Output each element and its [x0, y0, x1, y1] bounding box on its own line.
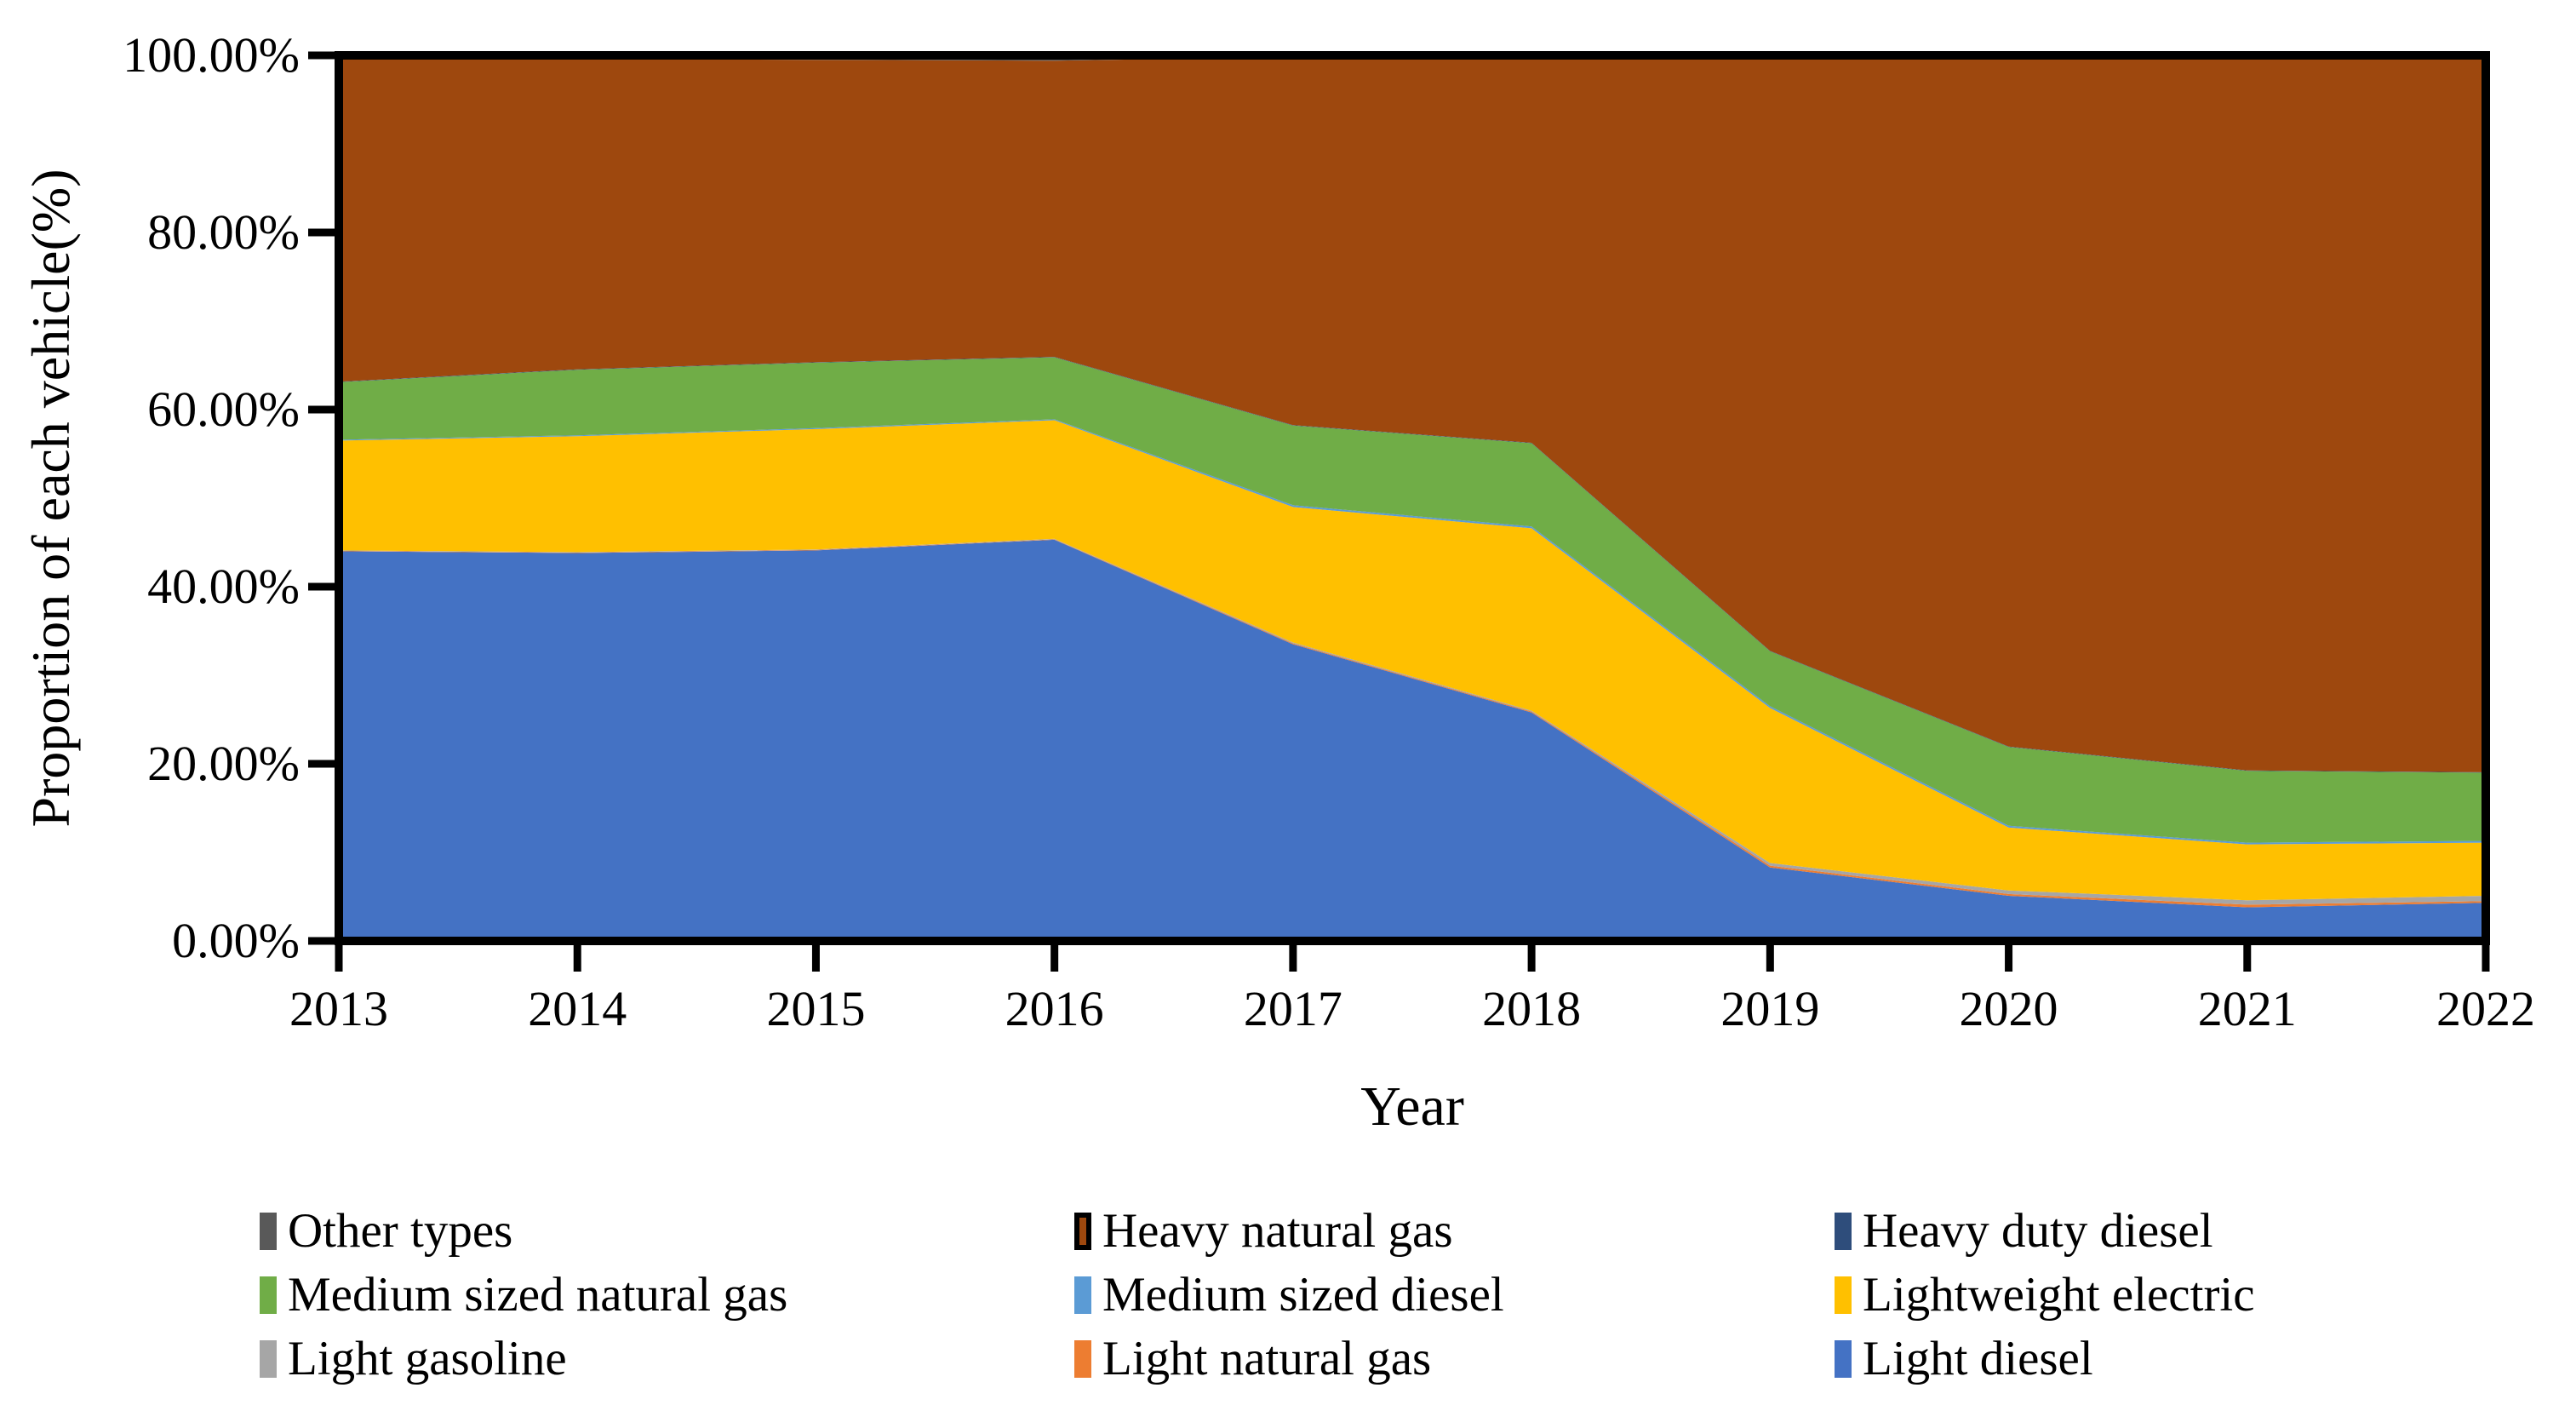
y-axis-title: Proportion of each vehicle(%) — [20, 169, 81, 828]
area-series-lightweight-electric — [339, 420, 2486, 901]
plot-border — [335, 51, 2490, 945]
x-tick-label: 2021 — [2197, 981, 2297, 1036]
legend-item-heavy-duty-diesel: Heavy duty diesel — [1835, 1203, 2447, 1258]
area-series-medium-sized-natural-gas — [339, 357, 2486, 843]
y-tick-label: 60.00% — [147, 381, 300, 437]
legend-label: Lightweight electric — [1863, 1267, 2255, 1322]
legend-label: Light diesel — [1863, 1331, 2093, 1385]
legend-label: Medium sized natural gas — [288, 1267, 788, 1322]
legend-swatch-medium-sized-natural-gas — [260, 1276, 277, 1314]
x-tick-label: 2019 — [1720, 981, 1820, 1036]
legend-item-other-types: Other types — [260, 1203, 1074, 1258]
y-tick-label: 40.00% — [147, 559, 300, 614]
legend-label: Medium sized diesel — [1102, 1267, 1504, 1322]
legend-item-light-diesel: Light diesel — [1835, 1333, 2447, 1385]
legend-item-light-natural-gas: Light natural gas — [1074, 1333, 1835, 1385]
x-tick-label: 2016 — [1005, 981, 1104, 1036]
legend-item-medium-sized-diesel: Medium sized diesel — [1074, 1267, 1835, 1322]
area-series-light-diesel — [339, 539, 2486, 941]
legend-swatch-heavy-duty-diesel — [1835, 1212, 1852, 1250]
y-tick-label: 0.00% — [172, 913, 300, 968]
legend: Other types Heavy natural gas Heavy duty d… — [260, 1199, 2447, 1391]
x-tick-label: 2017 — [1243, 981, 1342, 1036]
legend-swatch-heavy-natural-gas — [1074, 1212, 1091, 1250]
x-tick-label: 2020 — [1959, 981, 2058, 1036]
x-tick-label: 2013 — [289, 981, 388, 1036]
area-series-heavy-natural-gas — [339, 56, 2486, 772]
legend-swatch-light-gasoline — [260, 1339, 277, 1378]
legend-label: Heavy duty diesel — [1863, 1203, 2213, 1258]
legend-swatch-light-diesel — [1835, 1339, 1852, 1378]
legend-swatch-medium-sized-diesel — [1074, 1276, 1091, 1314]
legend-label: Other types — [288, 1203, 513, 1258]
x-tick-label: 2015 — [766, 981, 866, 1036]
y-tick-label: 80.00% — [147, 204, 300, 260]
legend-swatch-lightweight-electric — [1835, 1276, 1852, 1314]
legend-label: Light gasoline — [288, 1331, 567, 1385]
legend-label: Heavy natural gas — [1102, 1203, 1453, 1258]
x-tick-label: 2018 — [1482, 981, 1582, 1036]
x-axis-title: Year — [1360, 1075, 1464, 1138]
legend-label: Light natural gas — [1102, 1331, 1432, 1385]
x-tick-label: 2014 — [528, 981, 627, 1036]
legend-item-medium-sized-natural-gas: Medium sized natural gas — [260, 1267, 1074, 1322]
legend-item-heavy-natural-gas: Heavy natural gas — [1074, 1203, 1835, 1258]
y-tick-label: 20.00% — [147, 736, 300, 791]
legend-item-light-gasoline: Light gasoline — [260, 1333, 1074, 1385]
y-tick-label: 100.00% — [123, 27, 300, 83]
x-tick-label: 2022 — [2436, 981, 2535, 1036]
legend-swatch-other-types — [260, 1212, 277, 1250]
legend-item-lightweight-electric: Lightweight electric — [1835, 1267, 2447, 1322]
legend-swatch-light-natural-gas — [1074, 1339, 1091, 1378]
